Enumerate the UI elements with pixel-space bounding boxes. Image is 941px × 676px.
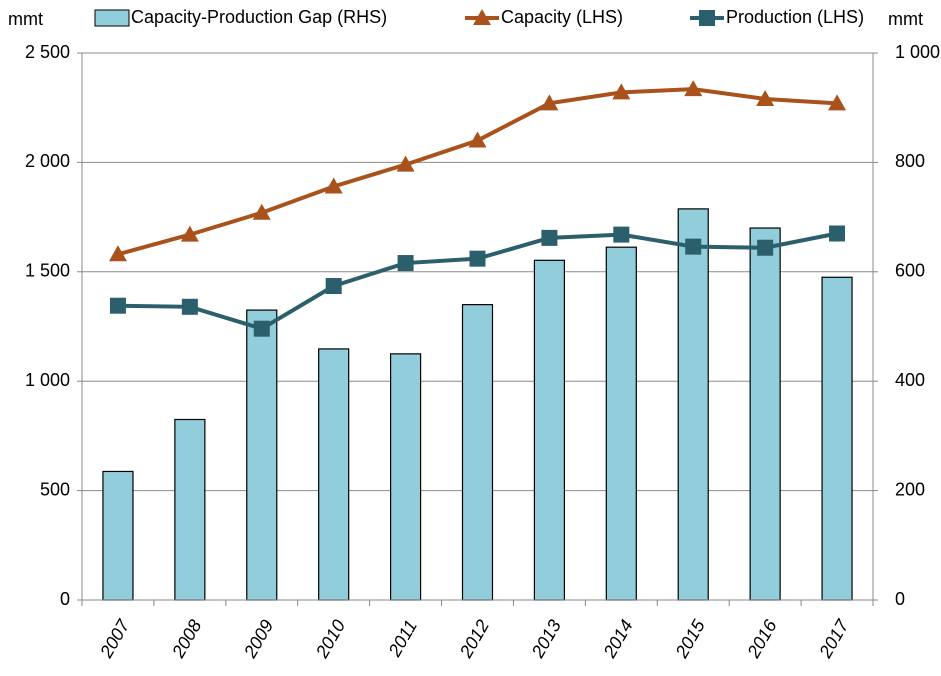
y-tick-label: 2 500 xyxy=(25,42,70,62)
x-tick-label: 2012 xyxy=(455,616,493,662)
x-tick-label: 2009 xyxy=(240,616,278,662)
y2-tick-label: 0 xyxy=(895,589,905,609)
line xyxy=(117,87,838,257)
x-tick-label: 2011 xyxy=(384,616,421,660)
bar xyxy=(461,304,494,601)
bar xyxy=(318,348,350,601)
x-tick-label: 2007 xyxy=(96,616,134,662)
bar xyxy=(174,418,206,601)
bar xyxy=(389,353,422,601)
y2-tick-label: 600 xyxy=(895,261,925,281)
marker-triangle xyxy=(180,225,199,242)
legend-label: Capacity-Production Gap (RHS) xyxy=(131,7,387,27)
y2-tick-label: 400 xyxy=(895,370,925,390)
legend-label: Capacity (LHS) xyxy=(501,7,623,27)
x-tick-label: 2016 xyxy=(743,616,781,662)
marker-square xyxy=(325,278,342,295)
y-tick-label: 1 000 xyxy=(25,370,70,390)
x-tick-label: 2013 xyxy=(527,616,565,662)
x-tick-label: 2014 xyxy=(599,616,637,662)
marker-square xyxy=(829,225,846,242)
marker-square xyxy=(685,238,702,255)
bar xyxy=(677,208,709,601)
marker-square xyxy=(613,226,630,243)
marker-triangle xyxy=(324,177,343,194)
bar xyxy=(102,470,134,601)
marker-triangle xyxy=(252,203,271,220)
y2-tick-label: 1 000 xyxy=(895,42,940,62)
y-tick-label: 2 000 xyxy=(25,151,70,171)
marker-square xyxy=(253,320,270,337)
bar xyxy=(605,246,637,601)
marker-square xyxy=(109,297,126,314)
bar xyxy=(533,259,566,601)
marker-triangle xyxy=(468,131,487,148)
x-tick-label: 2008 xyxy=(168,616,206,662)
marker-square xyxy=(757,239,774,256)
marker-triangle xyxy=(108,245,127,262)
marker-triangle xyxy=(540,94,559,111)
marker-square xyxy=(397,255,414,272)
marker-triangle xyxy=(396,155,415,172)
legend-label: Production (LHS) xyxy=(726,7,864,27)
marker-square xyxy=(699,10,715,26)
marker-triangle xyxy=(684,80,703,97)
legend-swatch xyxy=(94,9,130,27)
marker-square xyxy=(469,250,486,267)
bar xyxy=(749,227,781,601)
marker-square xyxy=(181,298,198,315)
y2-tick-label: 200 xyxy=(895,479,925,499)
y-tick-label: 1 500 xyxy=(25,261,70,281)
y2-tick-label: 800 xyxy=(895,151,925,171)
y-unit: mmt xyxy=(8,9,43,29)
bar xyxy=(246,309,278,601)
marker-triangle xyxy=(756,89,775,106)
marker-square xyxy=(541,229,558,246)
marker-triangle xyxy=(473,9,491,25)
marker-triangle xyxy=(612,83,631,100)
y-tick-label: 0 xyxy=(60,589,70,609)
x-tick-label: 2017 xyxy=(815,616,853,662)
bar xyxy=(821,276,853,601)
y2-unit: mmt xyxy=(888,9,923,29)
x-tick-label: 2015 xyxy=(671,616,709,662)
x-tick-label: 2010 xyxy=(311,616,349,662)
y-tick-label: 500 xyxy=(40,479,70,499)
marker-triangle xyxy=(828,94,847,111)
